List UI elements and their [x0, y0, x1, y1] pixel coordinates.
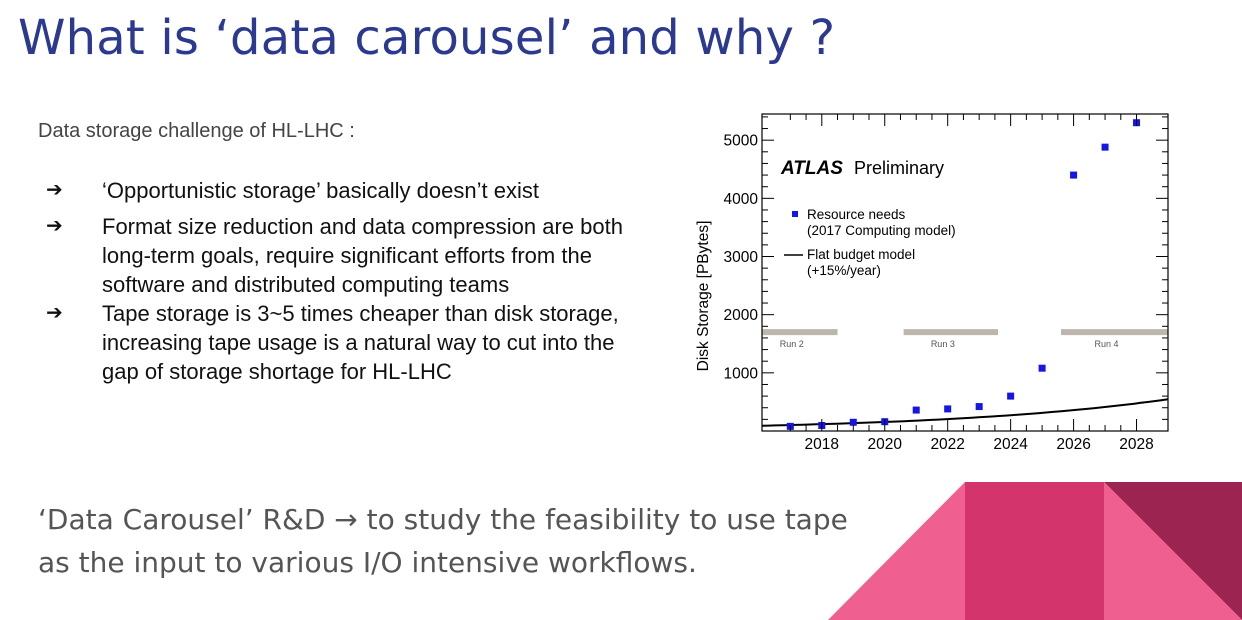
- arrow-icon: ➔: [46, 179, 63, 201]
- legend-label-2b: (+15%/year): [807, 263, 881, 278]
- legend-marker-icon: [792, 211, 798, 217]
- bullet-item: ➔ Format size reduction and data compres…: [46, 212, 626, 299]
- data-point: [1070, 171, 1078, 179]
- y-tick-label: 2000: [724, 307, 759, 324]
- data-point: [912, 406, 920, 414]
- bottom-line-1: ‘Data Carousel’ R&D → to study the feasi…: [38, 503, 848, 536]
- experiment-tag: Preliminary: [854, 158, 944, 178]
- x-tick-label: 2018: [805, 436, 839, 453]
- x-tick-labels: 2018 2020 2022 2024 2026 2028: [805, 436, 1154, 453]
- experiment-label: ATLAS: [780, 158, 843, 179]
- run-band: [762, 329, 838, 336]
- bullet-text: ‘Opportunistic storage’ basically doesn’…: [102, 178, 539, 203]
- arrow-icon: ➔: [46, 302, 63, 324]
- decorative-triangles: [828, 482, 1242, 620]
- legend-label-2a: Flat budget model: [807, 247, 915, 262]
- deco-triangle-light-left: [828, 482, 965, 620]
- legend-label-1a: Resource needs: [807, 207, 906, 222]
- bullet-item: ➔ Tape storage is 3~5 times cheaper than…: [46, 299, 626, 386]
- data-point: [1101, 143, 1109, 151]
- atlas-label: ATLAS Preliminary: [780, 158, 944, 179]
- run-band: [903, 329, 999, 336]
- run-label: Run 2: [780, 339, 804, 349]
- plot-border: [761, 113, 1169, 432]
- y-axis-label: Disk Storage [PBytes]: [695, 221, 712, 372]
- bullet-item: ➔ ‘Opportunistic storage’ basically does…: [46, 176, 626, 205]
- slide-title: What is ‘data carousel’ and why ?: [18, 10, 836, 66]
- arrow-icon: ➔: [46, 215, 63, 237]
- bullet-text: Tape storage is 3~5 times cheaper than d…: [102, 301, 619, 384]
- x-tick-label: 2024: [993, 436, 1028, 453]
- bottom-statement: ‘Data Carousel’ R&D → to study the feasi…: [38, 498, 848, 584]
- plot-frame: [761, 113, 1169, 432]
- deco-band-mid: [965, 482, 1104, 620]
- run-bands: Run 2 Run 3 Run 4: [762, 329, 1168, 349]
- y-tick-label: 4000: [724, 191, 759, 208]
- x-tick-label: 2022: [930, 436, 964, 453]
- run-label: Run 4: [1094, 339, 1118, 349]
- data-point: [1038, 364, 1046, 372]
- run-label: Run 3: [931, 339, 955, 349]
- flat-budget-curve: [761, 398, 1169, 427]
- bullet-text: Format size reduction and data compressi…: [102, 214, 623, 297]
- bullet-list: ➔ ‘Opportunistic storage’ basically does…: [46, 176, 626, 386]
- disk-storage-chart: Run 2 Run 3 Run 4 1000 2000 3000 4000 5000 201…: [695, 113, 1169, 453]
- y-tick-labels: 1000 2000 3000 4000 5000: [724, 133, 759, 383]
- legend: Resource needs (2017 Computing model) Fl…: [784, 207, 956, 278]
- x-tick-label: 2020: [868, 436, 903, 453]
- data-point: [944, 405, 952, 413]
- y-tick-label: 1000: [724, 365, 759, 382]
- deco-triangle-light-right: [1104, 482, 1242, 620]
- y-tick-label: 5000: [724, 133, 759, 150]
- x-tick-label: 2028: [1119, 436, 1153, 453]
- bottom-line-2: as the input to various I/O intensive wo…: [38, 546, 697, 579]
- intro-text: Data storage challenge of HL-LHC :: [38, 120, 355, 142]
- y-tick-label: 3000: [724, 249, 759, 266]
- run-band: [1060, 329, 1168, 336]
- data-point: [1007, 392, 1015, 400]
- flat-budget-line: [761, 398, 1169, 427]
- x-tick-label: 2026: [1056, 436, 1090, 453]
- data-point: [975, 403, 983, 411]
- legend-label-1b: (2017 Computing model): [807, 223, 956, 238]
- data-point: [849, 418, 857, 426]
